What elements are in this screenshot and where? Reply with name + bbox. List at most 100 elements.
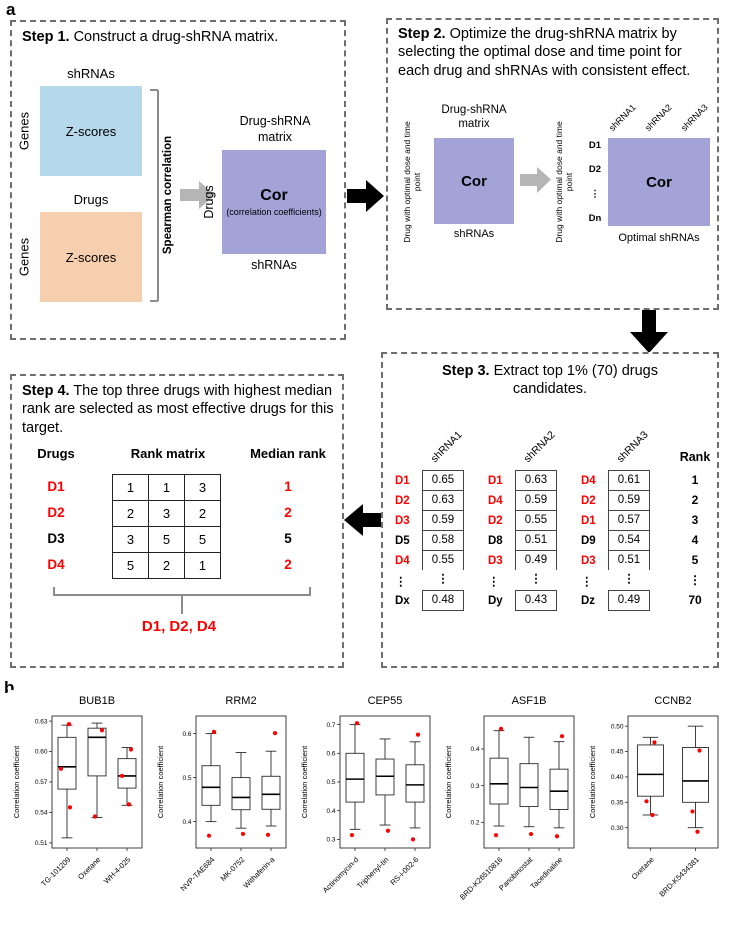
y-tick-label: 0.2 (470, 820, 479, 827)
cor-main-text: Cor (260, 186, 288, 204)
step2-left-rot-text: Drug with optimal dose and time point (402, 121, 422, 243)
data-point (644, 799, 649, 804)
correlation-value: 0.51 (608, 550, 650, 571)
correlation-value: 0.59 (515, 490, 557, 511)
correlation-value: 0.58 (422, 530, 464, 551)
gray-arrow-icon-2 (520, 167, 551, 193)
genes-left-label-1: Genes (12, 86, 36, 176)
step3-table-row: D2 0.55 (488, 510, 557, 531)
drug-id: D5 (395, 534, 410, 547)
x-tick-label: Withaferin-a (241, 854, 277, 890)
chart-title: CEP55 (368, 695, 403, 707)
rank-value: ⋮ (689, 573, 701, 587)
median-rank: 1 (284, 479, 292, 494)
plot-border (627, 715, 719, 849)
y-tick-label: 0.4 (470, 746, 479, 753)
drug-id: D2 (47, 505, 65, 520)
y-axis-label: Correlation coefficient (588, 745, 597, 818)
drug-zscore-matrix: Z-scores (40, 212, 142, 302)
drug-id: D8 (488, 534, 503, 547)
genes-text-2: Genes (16, 237, 32, 277)
boxplot-box (201, 765, 221, 806)
y-tick-label: 0.51 (35, 840, 48, 847)
correlation-value: 0.49 (608, 590, 650, 611)
drug-id: D4 (488, 494, 503, 507)
step2-right-cor-matrix: Cor (608, 138, 710, 226)
x-tick-label: Tacedinaline (529, 855, 565, 891)
zscores-label-1: Z-scores (65, 123, 117, 139)
x-tick-label: BRD-K5434381 (657, 855, 701, 899)
boxplot-ASF1B: ASF1B Correlation coefficient 0.2 0.3 0.4 BRD… (440, 690, 582, 940)
step3-rank-header: Rank (679, 450, 711, 464)
step2-left-title-line1: Drug-shRNA (441, 104, 507, 116)
data-point (99, 728, 105, 733)
chart-title: CCNB2 (654, 695, 691, 707)
step2-left-matrix-title: Drug-shRNA matrix (416, 104, 532, 132)
step3-table-row: ⋮ ⋮ (488, 570, 557, 591)
data-point (240, 831, 246, 837)
rank-cell: 1 (113, 475, 149, 501)
x-tick-label: Oxetane (629, 855, 655, 881)
step1-title-rest: Construct a drug-shRNA matrix. (69, 29, 279, 45)
drug-id: D4 (581, 474, 596, 487)
y-axis-label: Correlation coefficient (300, 745, 309, 818)
step2-left-cor-text: Cor (461, 172, 487, 190)
shrna-matrix-top-label: shRNAs (67, 66, 115, 81)
gray-arrow-shape (180, 181, 215, 209)
median-rank: 5 (284, 531, 292, 546)
y-tick-label: 0.5 (326, 779, 335, 786)
data-point (415, 732, 421, 737)
x-tick-label: Actinomycin-d (321, 855, 361, 895)
y-axis-label: Correlation coefficient (444, 745, 453, 818)
data-point (58, 766, 64, 771)
arrow-step3-to-step4 (344, 504, 381, 536)
chart-title: RRM2 (225, 695, 256, 707)
step4-title-bold: Step 4. (22, 383, 70, 399)
rank-value: 4 (691, 533, 699, 547)
data-point (690, 809, 695, 814)
genes-text-1: Genes (16, 111, 32, 151)
correlation-value: ⋮ (422, 570, 464, 591)
correlation-value: 0.57 (608, 510, 650, 531)
cor-left-text: Drugs (202, 185, 216, 219)
data-point (66, 722, 72, 727)
step1-box: Step 1. Construct a drug-shRNA matrix. s… (10, 20, 346, 340)
correlation-value: 0.54 (608, 530, 650, 551)
step2-row-label: Dn (588, 212, 602, 224)
boxplot-BUB1B: BUB1B Correlation coefficient 0.51 0.54 0.57… (8, 690, 150, 940)
step3-table-row: D1 0.65 (395, 470, 464, 491)
step3-table-row: D4 0.55 (395, 550, 464, 571)
correlation-value: 0.59 (422, 510, 464, 531)
rank-value: 1 (691, 473, 699, 487)
step4-drug-col: D1 D2 D3 D4 (28, 474, 84, 578)
step3-table-row: D3 0.59 (395, 510, 464, 531)
boxplot-box (682, 747, 709, 803)
data-point (272, 731, 278, 736)
data-point (652, 740, 657, 745)
step3-table-row: D1 0.63 (488, 470, 557, 491)
cor-title-line2: matrix (257, 129, 293, 144)
step2-col-header: shRNA1 (606, 102, 638, 133)
black-arrow-shape (347, 180, 384, 212)
chart-title: ASF1B (512, 695, 547, 707)
step1-title-bold: Step 1. (22, 29, 70, 45)
x-tick-label: Triphenyl-tin (355, 855, 390, 890)
data-point (554, 834, 560, 839)
y-tick-label: 0.4 (326, 808, 335, 815)
y-tick-label: 0.40 (611, 774, 624, 781)
data-point (695, 829, 700, 834)
step3-table-row: D1 0.57 (581, 510, 650, 531)
step3-table-row: D2 0.59 (581, 490, 650, 511)
step2-row-label: D2 (588, 164, 602, 176)
step3-title-rest: Extract top 1% (70) drugs candidates. (489, 363, 658, 398)
drug-id: D1 (488, 474, 503, 487)
boxplot-box (637, 744, 664, 797)
step1-title: Step 1. Construct a drug-shRNA matrix. (22, 28, 328, 46)
step3-table-row: D2 0.63 (395, 490, 464, 511)
drug-id: Dz (581, 594, 596, 607)
panel-b-label: b (4, 678, 15, 697)
spearman-text: Spearman correlation (162, 135, 174, 255)
y-tick-label: 0.6 (326, 751, 335, 758)
correlation-value: 0.65 (422, 470, 464, 491)
drug-id: Dy (488, 594, 503, 607)
